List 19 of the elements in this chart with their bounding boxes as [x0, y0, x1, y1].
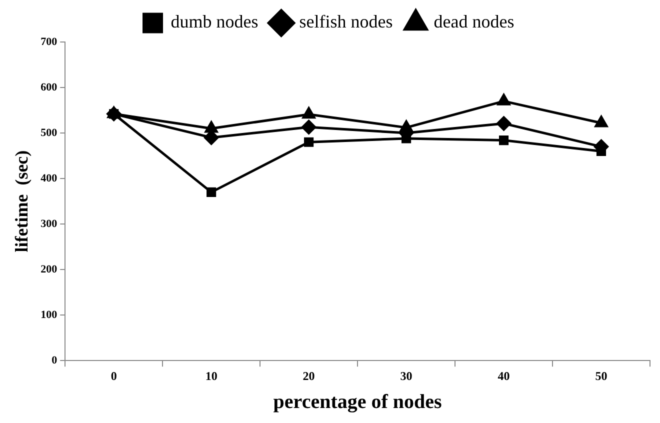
x-tick-label: 30	[400, 368, 412, 383]
y-tick-label: 200	[40, 263, 58, 276]
y-tick-label: 0	[52, 354, 58, 366]
legend-label: dumb nodes	[170, 12, 258, 32]
y-tick-label: 500	[40, 126, 58, 139]
y-tick-label: 100	[40, 308, 58, 321]
y-tick-label: 400	[40, 172, 58, 184]
x-tick-label: 40	[498, 368, 510, 383]
x-tick-label: 20	[302, 368, 315, 383]
x-tick-label: 10	[205, 368, 218, 383]
x-tick-label: 50	[595, 368, 608, 383]
y-tick-label: 700	[40, 36, 58, 48]
y-tick-label: 300	[40, 218, 58, 230]
y-axis-title: lifetime (sec)	[11, 150, 32, 252]
legend-label: dead nodes	[434, 12, 514, 32]
legend-label: selfish nodes	[299, 12, 393, 32]
x-tick-label: 0	[110, 368, 117, 383]
y-tick-label: 600	[40, 81, 58, 94]
x-axis-title: percentage of nodes	[273, 391, 442, 414]
